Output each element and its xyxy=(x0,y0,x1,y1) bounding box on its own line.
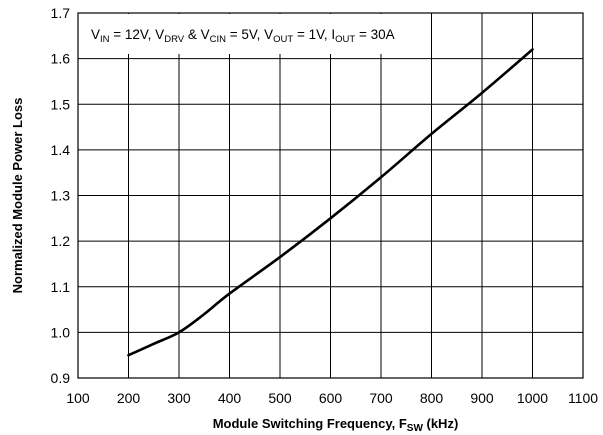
annotation-segment: V xyxy=(91,27,100,42)
y-tick-label: 1.1 xyxy=(51,279,71,295)
series-line xyxy=(127,48,534,357)
annotation-segment: = 30A xyxy=(355,27,394,42)
x-tick-label: 200 xyxy=(117,390,141,406)
annotation-segment: & V xyxy=(184,27,210,42)
annotation-segment: = 1V, I xyxy=(293,27,335,42)
x-axis-title: Module Switching Frequency, FSW (kHz) xyxy=(213,416,459,434)
y-tick-label: 1.3 xyxy=(51,188,71,204)
y-tick-label: 1.7 xyxy=(51,5,71,21)
x-axis-title-unit: (kHz) xyxy=(423,416,458,431)
grid-lines xyxy=(77,12,584,379)
x-tick-label: 900 xyxy=(470,390,494,406)
x-axis-title-main: Module Switching Frequency, F xyxy=(213,416,407,431)
x-tick-label: 1100 xyxy=(568,390,598,406)
x-tick-label: 600 xyxy=(319,390,343,406)
annotation-background xyxy=(79,14,405,54)
x-tick-label: 100 xyxy=(66,390,90,406)
x-tick-label: 300 xyxy=(167,390,191,406)
annotation-subscript: DRV xyxy=(164,34,185,45)
annotation-subscript: OUT xyxy=(335,34,355,45)
y-tick-label: 1.0 xyxy=(51,324,71,340)
series-layer xyxy=(127,48,534,357)
x-tick-label: 500 xyxy=(268,390,292,406)
annotation-box: VIN = 12V, VDRV & VCIN = 5V, VOUT = 1V, … xyxy=(79,14,405,54)
annotation-segment: = 5V, V xyxy=(226,27,273,42)
x-axis-title-subscript: SW xyxy=(407,423,424,434)
annotation-segment: = 12V, V xyxy=(110,27,165,42)
annotation-subscript: IN xyxy=(100,34,110,45)
y-axis-title: Normalized Module Power Loss xyxy=(10,98,25,294)
x-tick-label: 800 xyxy=(420,390,444,406)
y-tick-labels: 0.9 1.0 1.1 1.2 1.3 1.4 1.5 1.6 1.7 xyxy=(51,5,71,386)
x-tick-labels: 100 200 300 400 500 600 700 800 900 1000 1100 xyxy=(66,390,598,406)
annotation-subscript: CIN xyxy=(210,34,227,45)
annotation-subscript: OUT xyxy=(273,34,293,45)
y-tick-label: 1.4 xyxy=(51,142,71,158)
y-tick-label: 1.6 xyxy=(51,51,71,67)
x-tick-label: 1000 xyxy=(517,390,548,406)
annotation-text: VIN = 12V, VDRV & VCIN = 5V, VOUT = 1V, … xyxy=(91,27,395,45)
y-tick-label: 1.2 xyxy=(51,233,71,249)
y-tick-label: 0.9 xyxy=(51,370,71,386)
plot-frame xyxy=(77,12,584,379)
x-tick-label: 400 xyxy=(218,390,242,406)
y-tick-label: 1.5 xyxy=(51,96,71,112)
x-tick-label: 700 xyxy=(369,390,393,406)
